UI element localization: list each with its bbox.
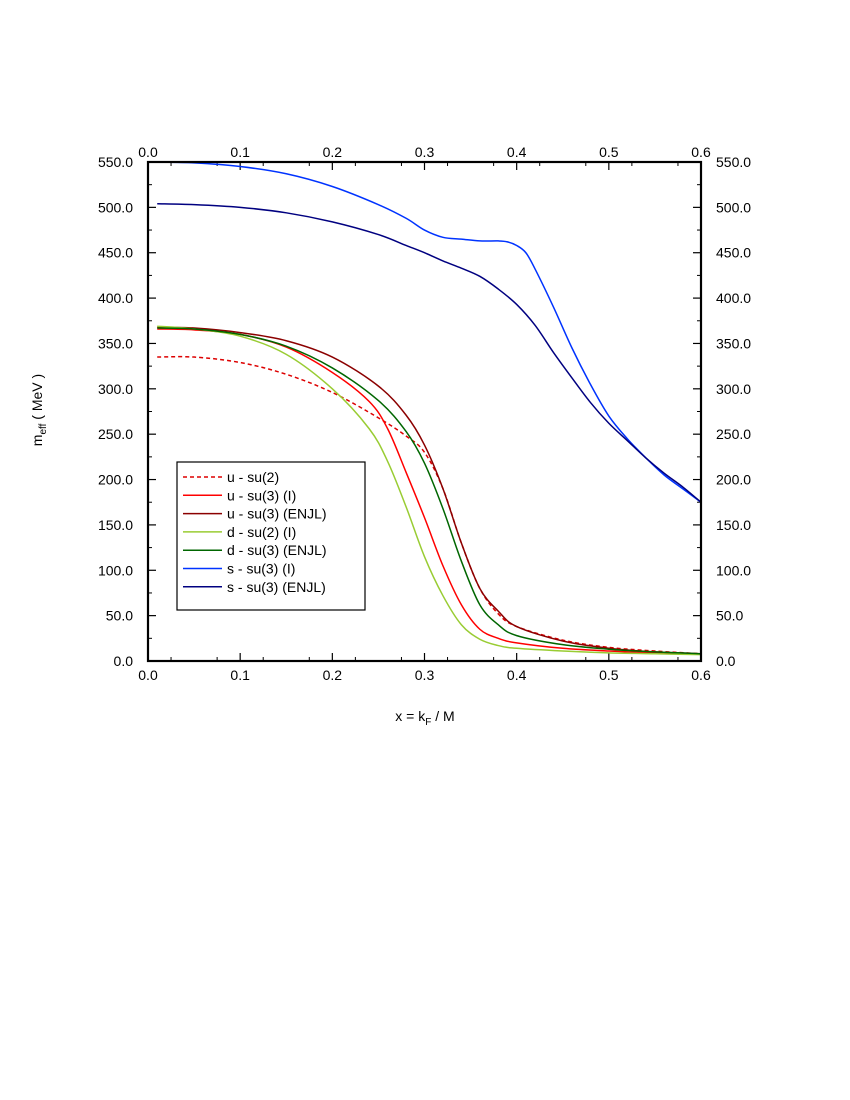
- y-tick-label-left: 0.0: [114, 653, 134, 669]
- series-line-3: [157, 325, 702, 656]
- x-tick-label-bottom: 0.4: [507, 667, 527, 683]
- y-tick-label-right: 450.0: [716, 245, 751, 261]
- x-tick-label-bottom: 0.2: [323, 667, 343, 683]
- x-tick-label-top: 0.6: [691, 144, 711, 160]
- legend-label: s - su(3) (ENJL): [227, 579, 326, 595]
- y-tick-label-left: 300.0: [98, 381, 133, 397]
- plot-frame: [146, 160, 703, 663]
- axes: 0.00.00.10.10.20.20.30.30.40.40.50.50.60…: [98, 144, 751, 683]
- y-tick-label-right: 350.0: [716, 335, 751, 351]
- y-tick-label-right: 150.0: [716, 517, 751, 533]
- x-axis-label: x = kF / M: [395, 708, 454, 728]
- y-tick-label-right: 0.0: [716, 653, 736, 669]
- x-tick-label-top: 0.2: [323, 144, 343, 160]
- x-tick-label-bottom: 0.1: [230, 667, 250, 683]
- y-tick-label-left: 250.0: [98, 426, 133, 442]
- y-tick-label-left: 200.0: [98, 472, 133, 488]
- x-tick-label-top: 0.1: [230, 144, 250, 160]
- series-lines: [157, 161, 702, 656]
- x-tick-label-top: 0.3: [415, 144, 435, 160]
- x-tick-label-top: 0.0: [138, 144, 158, 160]
- y-tick-label-left: 50.0: [106, 608, 133, 624]
- y-tick-label-left: 100.0: [98, 562, 133, 578]
- legend-label: d - su(2) (I): [227, 524, 296, 540]
- y-tick-label-right: 50.0: [716, 608, 743, 624]
- series-line-5: [157, 161, 702, 503]
- y-tick-label-right: 250.0: [716, 426, 751, 442]
- legend: u - su(2) u - su(3) (I) u - su(3) (ENJL) d …: [176, 461, 366, 611]
- plot-border: [146, 160, 703, 663]
- x-tick-label-bottom: 0.6: [691, 667, 711, 683]
- series-line-4: [157, 327, 702, 655]
- y-tick-label-right: 100.0: [716, 562, 751, 578]
- x-tick-label-bottom: 0.3: [415, 667, 435, 683]
- y-tick-label-right: 500.0: [716, 199, 751, 215]
- x-tick-label-top: 0.4: [507, 144, 527, 160]
- x-tick-label-bottom: 0.0: [138, 667, 158, 683]
- y-axis-label: meff ( MeV ): [29, 374, 49, 446]
- y-tick-label-left: 400.0: [98, 290, 133, 306]
- legend-label: s - su(3) (I): [227, 561, 295, 577]
- y-tick-label-right: 550.0: [716, 154, 751, 170]
- x-tick-label-top: 0.5: [599, 144, 619, 160]
- legend-box: [176, 461, 366, 611]
- y-tick-label-right: 300.0: [716, 381, 751, 397]
- y-tick-label-left: 350.0: [98, 335, 133, 351]
- legend-label: u - su(3) (I): [227, 487, 296, 503]
- legend-label: d - su(3) (ENJL): [227, 542, 327, 558]
- y-tick-label-left: 150.0: [98, 517, 133, 533]
- y-tick-label-left: 450.0: [98, 245, 133, 261]
- series-line-2: [157, 326, 702, 655]
- y-tick-label-right: 400.0: [716, 290, 751, 306]
- series-line-6: [157, 202, 702, 503]
- y-tick-label-right: 200.0: [716, 472, 751, 488]
- y-tick-label-left: 550.0: [98, 154, 133, 170]
- legend-label: u - su(3) (ENJL): [227, 506, 327, 522]
- x-tick-label-bottom: 0.5: [599, 667, 619, 683]
- y-tick-label-left: 500.0: [98, 199, 133, 215]
- legend-label: u - su(2): [227, 469, 279, 485]
